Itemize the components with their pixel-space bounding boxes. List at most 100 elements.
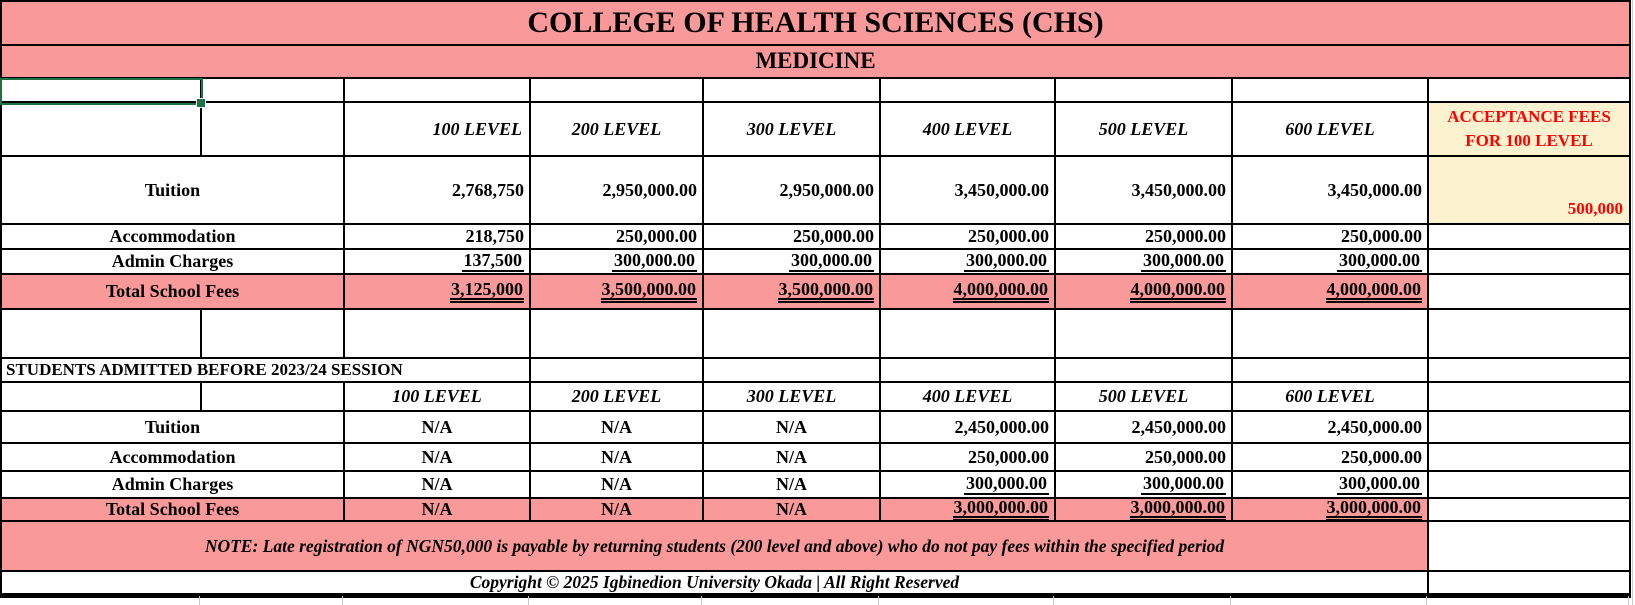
- cell-s2-total-200[interactable]: N/A: [531, 499, 704, 522]
- cell-s2-total-i[interactable]: [1429, 499, 1631, 522]
- cell-s2-tuition-i[interactable]: [1429, 412, 1631, 444]
- cell-r9-f[interactable]: [881, 310, 1056, 359]
- cell-s2-accom-400[interactable]: 250,000.00: [881, 444, 1056, 472]
- cell-s1-accom-300[interactable]: 250,000.00: [704, 225, 881, 250]
- cell-s1-admin-500[interactable]: 300,000.00: [1056, 250, 1233, 275]
- selected-cell-outline[interactable]: [0, 78, 206, 108]
- cell-r3-c[interactable]: [345, 79, 531, 103]
- cell-s2-total-600[interactable]: 3,000,000.00: [1233, 499, 1429, 522]
- cell-s1-admin-300[interactable]: 300,000.00: [704, 250, 881, 275]
- late-registration-note-cell[interactable]: NOTE: Late registration of NGN50,000 is …: [2, 522, 1429, 572]
- cell-s1-accom-400[interactable]: 250,000.00: [881, 225, 1056, 250]
- cell-s2-admin-500[interactable]: 300,000.00: [1056, 472, 1233, 499]
- label-s2-admin[interactable]: Admin Charges: [2, 472, 345, 499]
- cell-s1-tuition-400[interactable]: 3,450,000.00: [881, 157, 1056, 225]
- cell-s1-tuition-600[interactable]: 3,450,000.00: [1233, 157, 1429, 225]
- cell-s1-accom-200[interactable]: 250,000.00: [531, 225, 704, 250]
- cell-s1-tuition-200[interactable]: 2,950,000.00: [531, 157, 704, 225]
- header-s2-100level[interactable]: 100 LEVEL: [345, 383, 531, 412]
- cell-s1-total-i[interactable]: [1429, 275, 1631, 310]
- cell-s1-accom-i[interactable]: [1429, 225, 1631, 250]
- label-s2-total[interactable]: Total School Fees: [2, 499, 345, 522]
- cell-s1-accom-100[interactable]: 218,750: [345, 225, 531, 250]
- label-s1-accommodation[interactable]: Accommodation: [2, 225, 345, 250]
- cell-s2-accom-500[interactable]: 250,000.00: [1056, 444, 1233, 472]
- cell-s2-admin-200[interactable]: N/A: [531, 472, 704, 499]
- cell-r3-e[interactable]: [704, 79, 881, 103]
- section2-header-cell[interactable]: STUDENTS ADMITTED BEFORE 2023/24 SESSION: [2, 359, 531, 383]
- fill-handle[interactable]: [196, 98, 206, 108]
- cell-s1-admin-i[interactable]: [1429, 250, 1631, 275]
- cell-s1-admin-100[interactable]: 137,500: [345, 250, 531, 275]
- cell-s1-total-600[interactable]: 4,000,000.00: [1233, 275, 1429, 310]
- cell-s1-tuition-100[interactable]: 2,768,750: [345, 157, 531, 225]
- cell-s2-accom-100[interactable]: N/A: [345, 444, 531, 472]
- cell-s2-tuition-200[interactable]: N/A: [531, 412, 704, 444]
- cell-s2-tuition-100[interactable]: N/A: [345, 412, 531, 444]
- header-s1-300level[interactable]: 300 LEVEL: [704, 103, 881, 157]
- acceptance-fees-header[interactable]: ACCEPTANCE FEES FOR 100 LEVEL: [1429, 103, 1631, 157]
- cell-r10-f[interactable]: [881, 359, 1056, 383]
- header-s1-500level[interactable]: 500 LEVEL: [1056, 103, 1233, 157]
- cell-s1-total-400[interactable]: 4,000,000.00: [881, 275, 1056, 310]
- header-s2-300level[interactable]: 300 LEVEL: [704, 383, 881, 412]
- cell-s1-total-100[interactable]: 3,125,000: [345, 275, 531, 310]
- cell-s2-tuition-300[interactable]: N/A: [704, 412, 881, 444]
- cell-r9-e[interactable]: [704, 310, 881, 359]
- header-s1-600level[interactable]: 600 LEVEL: [1233, 103, 1429, 157]
- copyright-cell[interactable]: Copyright © 2025 Igbinedion University O…: [2, 572, 1429, 595]
- cell-s2-tuition-600[interactable]: 2,450,000.00: [1233, 412, 1429, 444]
- cell-s1-total-300[interactable]: 3,500,000.00: [704, 275, 881, 310]
- header-s1-200level[interactable]: 200 LEVEL: [531, 103, 704, 157]
- cell-s1-total-500[interactable]: 4,000,000.00: [1056, 275, 1233, 310]
- label-s1-tuition[interactable]: Tuition: [2, 157, 345, 225]
- cell-s2-total-400[interactable]: 3,000,000.00: [881, 499, 1056, 522]
- cell-s2-admin-600[interactable]: 300,000.00: [1233, 472, 1429, 499]
- cell-h2-a[interactable]: [2, 383, 202, 412]
- cell-s2-admin-300[interactable]: N/A: [704, 472, 881, 499]
- label-s2-accommodation[interactable]: Accommodation: [2, 444, 345, 472]
- cell-r10-d[interactable]: [531, 359, 704, 383]
- cell-s2-accom-600[interactable]: 250,000.00: [1233, 444, 1429, 472]
- cell-h1-a[interactable]: [2, 103, 202, 157]
- cell-s2-accom-i[interactable]: [1429, 444, 1631, 472]
- cell-r9-b[interactable]: [202, 310, 345, 359]
- cell-r10-h[interactable]: [1233, 359, 1429, 383]
- header-s2-500level[interactable]: 500 LEVEL: [1056, 383, 1233, 412]
- cell-r3-g[interactable]: [1056, 79, 1233, 103]
- college-title-cell[interactable]: COLLEGE OF HEALTH SCIENCES (CHS): [2, 2, 1631, 46]
- header-s2-600level[interactable]: 600 LEVEL: [1233, 383, 1429, 412]
- cell-r9-d[interactable]: [531, 310, 704, 359]
- cell-copy-i[interactable]: [1429, 572, 1631, 595]
- header-s2-400level[interactable]: 400 LEVEL: [881, 383, 1056, 412]
- cell-s1-total-200[interactable]: 3,500,000.00: [531, 275, 704, 310]
- cell-s2-admin-i[interactable]: [1429, 472, 1631, 499]
- cell-s1-tuition-300[interactable]: 2,950,000.00: [704, 157, 881, 225]
- cell-s1-admin-400[interactable]: 300,000.00: [881, 250, 1056, 275]
- cell-s2-admin-100[interactable]: N/A: [345, 472, 531, 499]
- cell-s2-admin-400[interactable]: 300,000.00: [881, 472, 1056, 499]
- cell-r10-g[interactable]: [1056, 359, 1233, 383]
- cell-r9-c[interactable]: [345, 310, 531, 359]
- department-title-cell[interactable]: MEDICINE: [2, 46, 1631, 79]
- cell-h1-b[interactable]: [202, 103, 345, 157]
- cell-s2-total-500[interactable]: 3,000,000.00: [1056, 499, 1233, 522]
- cell-r9-g[interactable]: [1056, 310, 1233, 359]
- cell-r3-f[interactable]: [881, 79, 1056, 103]
- cell-r10-i[interactable]: [1429, 359, 1631, 383]
- cell-s2-total-100[interactable]: N/A: [345, 499, 531, 522]
- cell-s1-accom-500[interactable]: 250,000.00: [1056, 225, 1233, 250]
- cell-s2-tuition-400[interactable]: 2,450,000.00: [881, 412, 1056, 444]
- cell-r3-i[interactable]: [1429, 79, 1631, 103]
- cell-r9-a[interactable]: [2, 310, 202, 359]
- cell-h2-i[interactable]: [1429, 383, 1631, 412]
- cell-s2-total-300[interactable]: N/A: [704, 499, 881, 522]
- label-s1-admin[interactable]: Admin Charges: [2, 250, 345, 275]
- cell-s1-accom-600[interactable]: 250,000.00: [1233, 225, 1429, 250]
- header-s2-200level[interactable]: 200 LEVEL: [531, 383, 704, 412]
- cell-note-i[interactable]: [1429, 522, 1631, 572]
- header-s1-100level[interactable]: 100 LEVEL: [345, 103, 531, 157]
- acceptance-fees-value[interactable]: 500,000: [1429, 157, 1631, 225]
- cell-s1-admin-600[interactable]: 300,000.00: [1233, 250, 1429, 275]
- cell-r10-e[interactable]: [704, 359, 881, 383]
